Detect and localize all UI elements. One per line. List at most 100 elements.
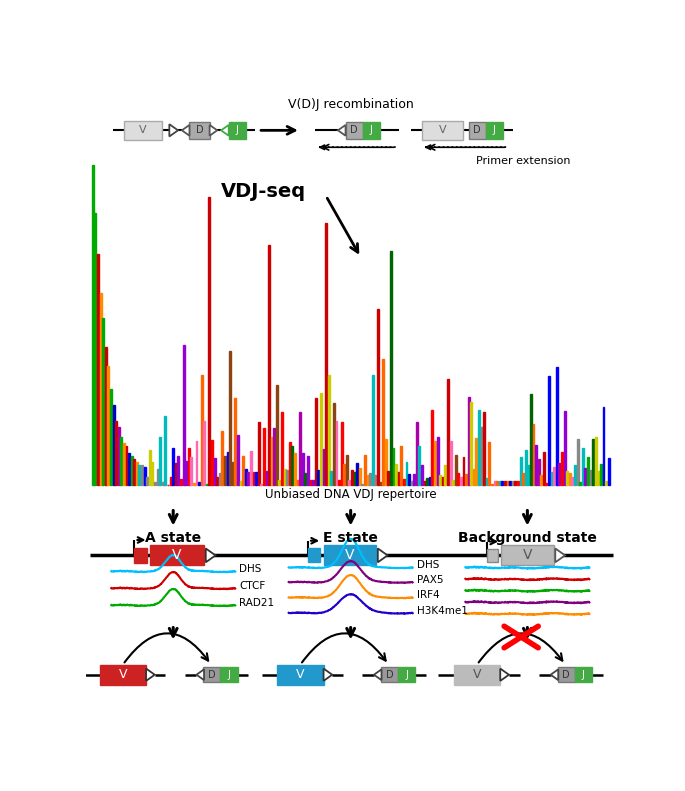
Bar bbox=[323, 449, 325, 485]
Bar bbox=[395, 464, 397, 485]
Text: DHS: DHS bbox=[239, 564, 262, 574]
Bar bbox=[136, 462, 138, 485]
Bar bbox=[504, 482, 506, 485]
Bar bbox=[315, 398, 316, 485]
Text: J: J bbox=[236, 125, 238, 135]
Bar bbox=[99, 664, 146, 685]
Text: H3K4me1: H3K4me1 bbox=[416, 606, 467, 616]
Bar bbox=[157, 469, 159, 485]
Text: V: V bbox=[119, 668, 127, 681]
Bar bbox=[258, 422, 260, 485]
Bar bbox=[333, 403, 335, 485]
Bar bbox=[587, 456, 589, 485]
Bar bbox=[138, 465, 140, 485]
Polygon shape bbox=[551, 669, 558, 680]
Bar bbox=[372, 375, 374, 485]
Text: Primer extension: Primer extension bbox=[476, 156, 571, 166]
Text: D: D bbox=[196, 125, 203, 135]
Bar bbox=[147, 477, 148, 485]
Bar bbox=[125, 121, 162, 139]
Bar bbox=[346, 455, 348, 485]
Bar bbox=[475, 438, 477, 485]
Text: V: V bbox=[296, 668, 305, 681]
Bar bbox=[496, 482, 498, 485]
Polygon shape bbox=[338, 125, 345, 136]
Bar bbox=[600, 464, 602, 485]
Text: RAD21: RAD21 bbox=[239, 598, 274, 608]
Bar bbox=[398, 667, 415, 683]
Bar bbox=[141, 465, 143, 485]
Bar bbox=[413, 474, 415, 485]
Bar bbox=[535, 445, 537, 485]
Bar bbox=[569, 472, 571, 485]
Bar bbox=[125, 446, 127, 485]
Text: E state: E state bbox=[323, 532, 378, 546]
Polygon shape bbox=[221, 125, 229, 136]
Polygon shape bbox=[378, 548, 388, 562]
Bar bbox=[408, 474, 410, 485]
Bar bbox=[170, 477, 171, 485]
Bar bbox=[382, 358, 384, 485]
Bar bbox=[366, 475, 369, 485]
Polygon shape bbox=[500, 668, 509, 681]
Bar bbox=[255, 472, 257, 485]
Bar bbox=[336, 422, 338, 485]
Bar bbox=[422, 121, 462, 139]
Bar bbox=[151, 462, 153, 485]
Bar bbox=[486, 478, 488, 485]
Bar bbox=[400, 446, 402, 485]
Bar bbox=[198, 482, 200, 485]
Text: J: J bbox=[405, 670, 408, 679]
Bar bbox=[486, 122, 503, 138]
Bar bbox=[525, 450, 527, 485]
Bar bbox=[381, 667, 398, 683]
Bar bbox=[501, 545, 553, 566]
Bar bbox=[558, 463, 560, 485]
Text: D: D bbox=[562, 670, 570, 679]
Bar bbox=[577, 439, 579, 485]
Bar bbox=[266, 471, 267, 485]
Text: D: D bbox=[350, 125, 358, 135]
Bar bbox=[426, 479, 428, 485]
Bar bbox=[325, 222, 327, 485]
Bar bbox=[543, 452, 545, 485]
Bar bbox=[102, 318, 104, 485]
Bar bbox=[203, 667, 221, 683]
Text: D: D bbox=[208, 670, 216, 679]
Text: CTCF: CTCF bbox=[239, 581, 265, 591]
Bar bbox=[268, 245, 270, 485]
Text: J: J bbox=[227, 670, 230, 679]
Bar bbox=[571, 478, 573, 485]
Bar bbox=[445, 465, 447, 485]
Bar bbox=[473, 468, 475, 485]
Bar bbox=[304, 473, 306, 485]
Bar bbox=[411, 481, 412, 485]
Bar bbox=[164, 416, 166, 485]
Bar bbox=[232, 462, 234, 485]
Bar bbox=[234, 398, 236, 485]
Bar bbox=[465, 474, 467, 485]
Bar bbox=[398, 472, 399, 485]
Bar bbox=[250, 451, 252, 485]
Bar bbox=[154, 483, 156, 485]
Bar bbox=[387, 471, 389, 485]
Bar bbox=[110, 388, 112, 485]
Bar bbox=[320, 393, 322, 485]
Bar bbox=[105, 347, 107, 485]
Bar bbox=[149, 449, 151, 485]
Text: V: V bbox=[473, 668, 482, 681]
Bar bbox=[211, 441, 213, 485]
Bar bbox=[159, 437, 161, 485]
Bar bbox=[605, 481, 607, 485]
Bar bbox=[128, 452, 130, 485]
Polygon shape bbox=[374, 669, 382, 680]
Bar bbox=[279, 480, 280, 485]
Bar bbox=[507, 482, 508, 485]
Bar bbox=[597, 471, 599, 485]
Bar bbox=[253, 472, 255, 485]
Bar bbox=[460, 477, 462, 485]
Bar bbox=[580, 482, 581, 485]
Bar bbox=[556, 367, 558, 485]
Bar bbox=[229, 350, 231, 485]
Bar bbox=[538, 459, 540, 485]
